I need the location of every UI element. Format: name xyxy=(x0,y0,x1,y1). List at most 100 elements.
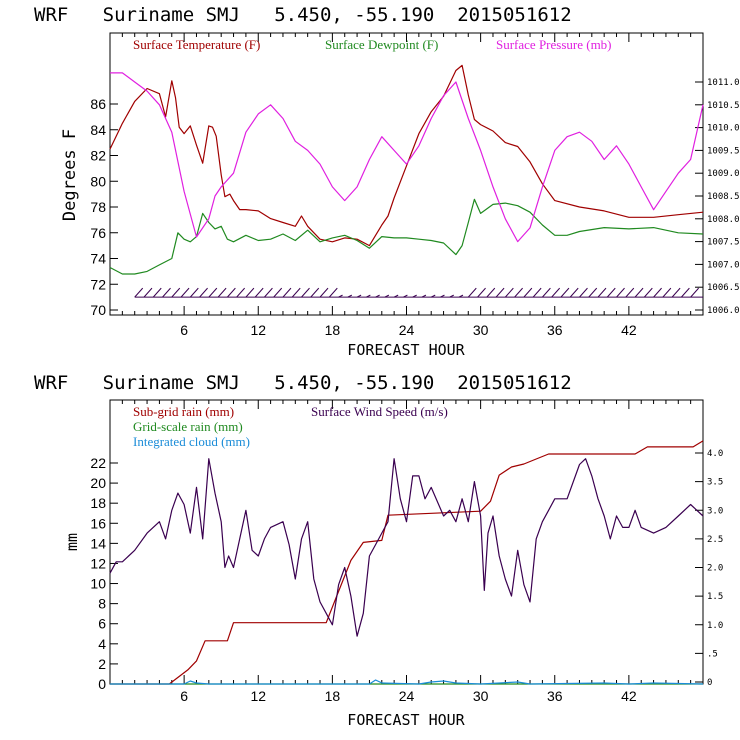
wind-barb xyxy=(597,287,607,298)
y-tick-label: 16 xyxy=(90,515,106,531)
right-axis-ticks: 1006.0 1006.5 1007.0 1007.5 1008.0 1008.5 1009… xyxy=(695,78,740,316)
x-axis-label: FORECAST HOUR xyxy=(347,341,465,359)
wind-barb xyxy=(477,287,486,298)
wind-barb xyxy=(338,294,343,298)
wind-barb xyxy=(162,287,171,298)
wind-barb xyxy=(384,294,390,298)
wind-barb xyxy=(514,287,523,298)
wind-barb xyxy=(412,294,417,298)
y-tick-label: 10 xyxy=(90,576,106,592)
y-axis-label: Degrees F xyxy=(60,129,80,221)
wind-barb xyxy=(264,287,273,298)
wind-barb xyxy=(375,294,380,298)
y-tick-label: 0 xyxy=(98,676,106,692)
y-axis-ticks: 70 72 74 76 78 80 82 84 86 xyxy=(90,96,118,318)
y-tick-label: 70 xyxy=(90,302,106,318)
x-tick-label: 24 xyxy=(399,322,415,338)
y2-tick-label: 1007.5 xyxy=(707,238,740,248)
wind-barb xyxy=(366,294,371,298)
wind-barbs xyxy=(134,287,703,298)
wind-barb xyxy=(134,287,144,298)
y2-tick-label: 1006.0 xyxy=(707,306,740,316)
y2-tick-label: 1006.5 xyxy=(707,283,740,293)
y-tick-label: 12 xyxy=(90,555,106,571)
panel-title: WRF Suriname SMJ 5.450, -55.190 20150516… xyxy=(34,4,572,26)
y-tick-label: 82 xyxy=(90,148,106,164)
wind-barb xyxy=(532,287,542,298)
y-tick-label: 76 xyxy=(90,225,106,241)
x-tick-label: 6 xyxy=(180,688,188,704)
wind-barb xyxy=(217,287,227,298)
wind-barb xyxy=(301,287,310,298)
y2-tick-label: 3.0 xyxy=(707,506,723,516)
wind-barb xyxy=(588,287,598,298)
legend-surface-wind-speed: Surface Wind Speed (m/s) xyxy=(311,404,448,419)
x-axis-label-2: FORECAST HOUR xyxy=(347,711,465,729)
series-line-surface-pressure-mb xyxy=(110,72,704,243)
y2-tick-label: 2.0 xyxy=(707,564,723,574)
wind-barb xyxy=(486,287,496,298)
x-tick-label: 42 xyxy=(621,688,637,704)
y-axis-label-2: mm xyxy=(63,533,81,551)
y-tick-label: 72 xyxy=(90,276,106,292)
y-tick-label: 20 xyxy=(90,475,106,491)
x-tick-label: 24 xyxy=(399,688,415,704)
wind-barb xyxy=(273,287,283,298)
series-line-surface-dewpoint-f xyxy=(109,198,704,275)
wind-barb xyxy=(143,287,153,298)
wind-barb xyxy=(653,287,662,298)
wind-barb xyxy=(634,287,644,298)
wind-barb xyxy=(152,287,162,298)
x-tick-label: 18 xyxy=(325,688,341,704)
y-tick-label: 18 xyxy=(90,495,106,511)
wind-barb xyxy=(328,287,338,298)
x-tick-label: 6 xyxy=(180,322,188,338)
legend-surface-dewpoint: Surface Dewpoint (F) xyxy=(325,37,438,52)
x-tick-label: 30 xyxy=(473,688,489,704)
y2-tick-label: .5 xyxy=(707,649,718,659)
series-lines xyxy=(109,64,704,275)
y2-tick-label: 4.0 xyxy=(707,449,723,459)
wind-barb xyxy=(319,287,329,298)
series-line-sub-grid-rain-mm xyxy=(110,440,704,685)
wind-barb xyxy=(226,287,236,298)
x-axis-ticks-2: 6 12 18 24 30 36 42 xyxy=(121,400,692,704)
wind-barb xyxy=(180,287,190,298)
wind-barb xyxy=(560,287,570,298)
y2-tick-label: 1011.0 xyxy=(707,78,740,88)
wind-barb xyxy=(606,287,616,298)
wind-barb xyxy=(690,287,700,298)
wind-barb xyxy=(236,287,246,298)
y-tick-label: 14 xyxy=(90,535,106,551)
right-axis-ticks-2: 0 .5 1.0 1.5 2.0 2.5 3.0 3.5 4.0 xyxy=(695,449,723,688)
y-tick-label: 22 xyxy=(90,455,106,471)
wind-barb xyxy=(171,287,181,298)
legend-grid-scale-rain: Grid-scale rain (mm) xyxy=(133,419,243,434)
legend-surface-pressure: Surface Pressure (mb) xyxy=(496,37,612,52)
x-tick-label: 30 xyxy=(473,322,489,338)
y2-tick-label: 1.0 xyxy=(707,621,723,631)
wind-barb xyxy=(282,287,292,298)
precipitation-panel: WRF Suriname SMJ 5.450, -55.190 20150516… xyxy=(34,372,723,729)
wind-barb xyxy=(440,294,445,298)
y2-tick-label: 2.5 xyxy=(707,535,723,545)
series-line-surface-wind-speed-m-s xyxy=(109,458,704,637)
wind-barb xyxy=(403,294,408,298)
series-line-surface-temperature-f xyxy=(109,64,704,247)
y-tick-label: 2 xyxy=(98,656,106,672)
y-tick-label: 78 xyxy=(90,199,106,215)
x-axis-ticks: 6 12 18 24 30 36 42 xyxy=(121,33,692,338)
y-tick-label: 84 xyxy=(90,122,106,138)
wind-barb xyxy=(681,287,690,298)
legend-sub-grid-rain: Sub-grid rain (mm) xyxy=(133,404,234,419)
y-tick-label: 8 xyxy=(98,596,106,612)
y2-tick-label: 0 xyxy=(707,678,712,688)
wind-barb xyxy=(393,294,399,298)
wind-barb xyxy=(310,287,320,298)
y2-tick-label: 1007.0 xyxy=(707,260,740,270)
y-tick-label: 74 xyxy=(90,251,106,267)
wind-barb xyxy=(430,294,436,298)
y-tick-label: 80 xyxy=(90,173,106,189)
wind-barb xyxy=(189,287,199,298)
wind-barb xyxy=(208,287,218,298)
